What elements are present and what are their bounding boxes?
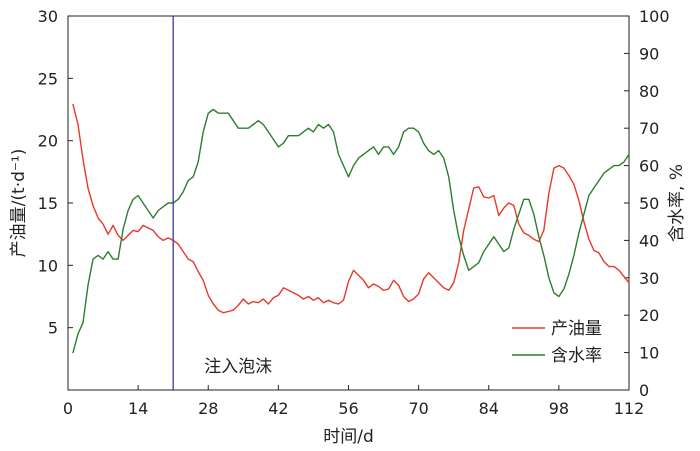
right-y-tick-label: 40 (639, 231, 659, 250)
legend-label: 产油量 (551, 319, 602, 339)
x-tick-label: 70 (408, 399, 428, 418)
x-tick-label: 56 (338, 399, 358, 418)
series-line-water-cut (72, 108, 630, 354)
left-y-axis: 5 10 15 20 25 30 (38, 7, 73, 338)
series-layer (72, 103, 630, 354)
x-tick-label: 112 (614, 399, 645, 418)
right-y-tick-label: 100 (639, 7, 670, 26)
x-tick-label: 0 (63, 399, 73, 418)
left-y-tick-label: 15 (38, 194, 58, 213)
left-y-axis-label: 产油量/(t·d⁻¹) (9, 149, 29, 258)
series-line-oil-production (72, 103, 630, 314)
right-y-axis-label: 含水率, % (667, 164, 687, 242)
right-y-tick-label: 80 (639, 82, 659, 101)
x-tick-label: 14 (128, 399, 148, 418)
right-y-axis: 0 10 20 30 40 50 60 70 80 90 100 (624, 7, 670, 400)
right-y-tick-label: 70 (639, 119, 659, 138)
right-y-tick-label: 30 (639, 269, 659, 288)
x-tick-label: 98 (549, 399, 569, 418)
x-axis: 0 14 28 42 56 70 84 98 112 (63, 385, 644, 418)
left-y-tick-label: 30 (38, 7, 58, 26)
right-y-tick-label: 50 (639, 194, 659, 213)
x-axis-label: 时间/d (323, 427, 374, 447)
left-y-tick-label: 20 (38, 132, 58, 151)
plot-border (67, 15, 630, 391)
x-tick-label: 28 (198, 399, 218, 418)
plot-frame (67, 15, 630, 391)
foam-injection-label: 注入泡沫 (204, 357, 272, 377)
left-y-tick-label: 25 (38, 69, 58, 88)
left-y-tick-label: 5 (48, 319, 58, 338)
legend-label: 含水率 (551, 346, 602, 366)
x-tick-label: 42 (268, 399, 288, 418)
right-y-tick-label: 60 (639, 157, 659, 176)
left-y-tick-label: 10 (38, 256, 58, 275)
x-tick-label: 84 (479, 399, 499, 418)
right-y-tick-label: 20 (639, 306, 659, 325)
annotation-layer: 注入泡沫 (172, 16, 272, 390)
right-y-tick-label: 0 (639, 381, 649, 400)
right-y-tick-label: 90 (639, 44, 659, 63)
right-y-tick-label: 10 (639, 344, 659, 363)
